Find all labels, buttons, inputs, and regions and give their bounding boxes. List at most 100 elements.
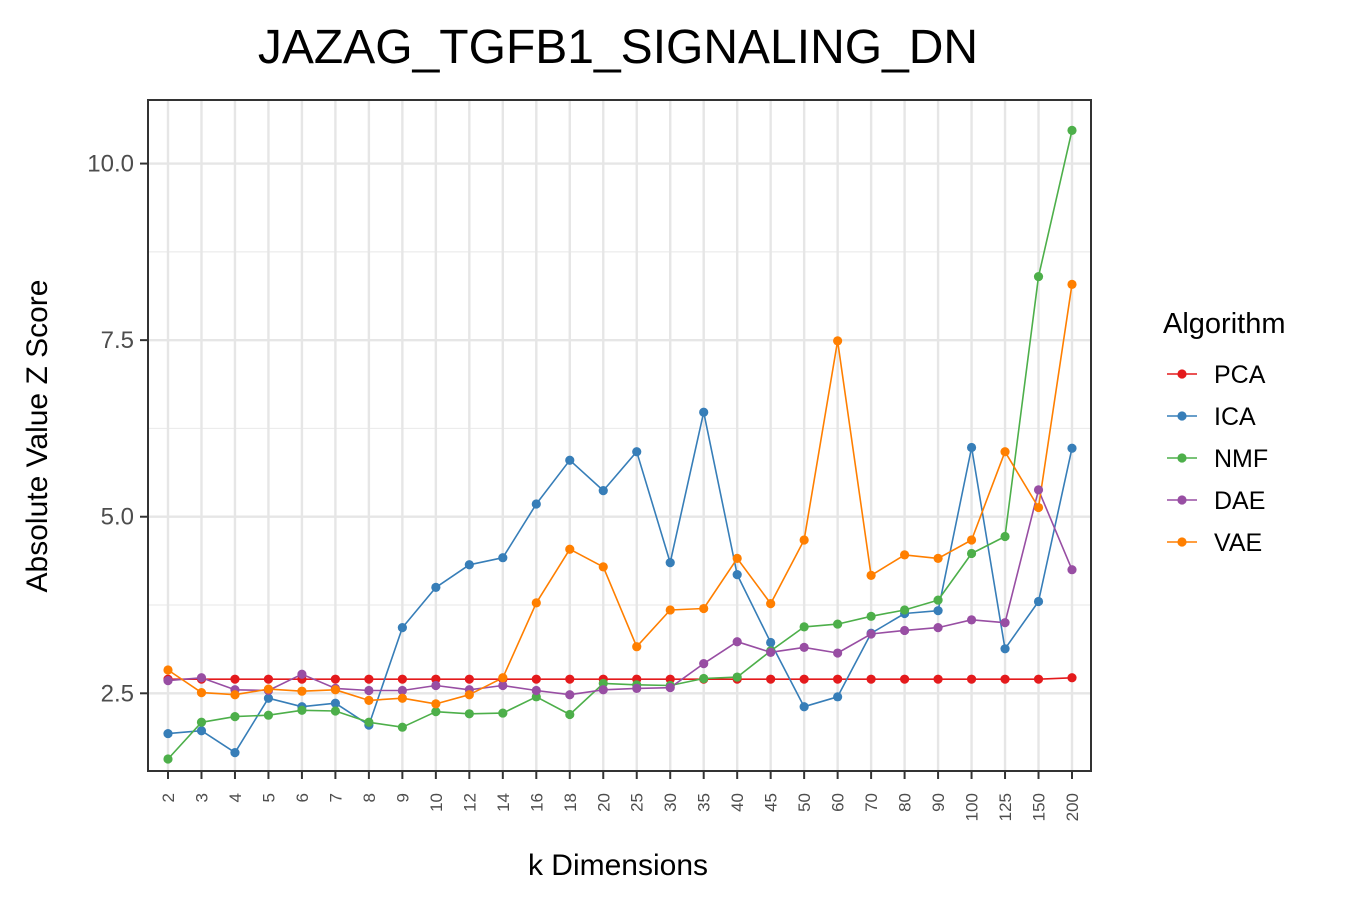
x-tick-label: 16	[527, 793, 546, 812]
x-tick-label: 14	[494, 793, 513, 812]
data-point-nmf	[1033, 271, 1044, 282]
legend-label-pca: PCA	[1214, 361, 1266, 389]
data-point-dae	[699, 659, 709, 669]
data-point-vae	[732, 553, 742, 563]
data-point-dae	[565, 690, 575, 700]
chart-title: JAZAG_TGFB1_SIGNALING_DN	[258, 21, 978, 74]
data-point-vae	[1033, 502, 1044, 513]
x-tick-label: 90	[929, 793, 948, 812]
data-point-ica	[732, 570, 742, 580]
data-point-ica	[431, 582, 441, 592]
data-point-ica	[196, 726, 207, 736]
legend-label-vae: VAE	[1214, 529, 1262, 557]
y-tick-label: 5.0	[101, 504, 134, 531]
data-point-nmf	[498, 708, 508, 718]
data-point-ica	[397, 623, 407, 633]
data-point-nmf	[196, 717, 207, 727]
grid-major	[148, 100, 1091, 771]
data-point-vae	[297, 686, 307, 696]
data-point-dae	[1033, 485, 1044, 495]
data-point-vae	[431, 699, 441, 709]
legend-key-point-pca	[1177, 369, 1187, 379]
x-tick-label: 3	[192, 793, 211, 802]
data-point-vae	[263, 684, 274, 694]
data-point-nmf	[364, 717, 374, 727]
data-point-pca	[966, 674, 977, 684]
data-point-dae	[833, 648, 843, 658]
data-point-pca	[263, 674, 274, 684]
data-point-dae	[297, 669, 307, 679]
x-tick-label: 7	[326, 793, 345, 802]
data-point-vae	[899, 550, 910, 560]
data-point-pca	[431, 674, 441, 684]
data-point-dae	[866, 629, 876, 639]
data-point-vae	[565, 544, 575, 554]
x-tick-label: 70	[862, 793, 881, 812]
data-point-vae	[933, 553, 943, 563]
data-point-nmf	[163, 754, 173, 764]
legend-key-point-nmf	[1177, 453, 1187, 463]
x-tick-label: 150	[1030, 793, 1049, 821]
data-point-nmf	[230, 712, 240, 722]
x-tick-label: 40	[728, 793, 747, 812]
data-point-dae	[1000, 618, 1010, 628]
data-point-dae	[364, 685, 374, 696]
data-point-pca	[1067, 673, 1077, 683]
data-point-vae	[598, 562, 608, 572]
data-point-dae	[732, 637, 742, 647]
data-point-pca	[230, 674, 240, 684]
data-point-vae	[196, 687, 207, 698]
series-line-vae	[167, 284, 1073, 705]
data-point-pca	[1000, 674, 1010, 684]
x-tick-label: 50	[795, 793, 814, 812]
x-tick-label: 9	[393, 793, 412, 802]
x-tick-label: 35	[695, 793, 714, 812]
series-lines	[167, 130, 1073, 760]
series-line-nmf	[167, 130, 1073, 760]
data-point-pca	[933, 674, 943, 684]
data-point-dae	[933, 623, 943, 633]
data-point-nmf	[899, 605, 910, 615]
data-point-pca	[464, 674, 474, 684]
data-point-vae	[163, 665, 173, 675]
data-point-ica	[230, 748, 240, 758]
data-point-dae	[966, 615, 977, 625]
data-point-vae	[230, 690, 240, 700]
data-point-nmf	[431, 707, 441, 717]
x-tick-label: 125	[996, 793, 1015, 821]
data-point-dae	[799, 642, 809, 652]
data-point-dae	[196, 673, 207, 683]
x-tick-label: 45	[762, 793, 781, 812]
data-point-nmf	[397, 722, 407, 732]
data-point-nmf	[598, 678, 608, 689]
data-point-pca	[899, 674, 910, 684]
data-point-vae	[966, 535, 977, 545]
data-point-ica	[933, 606, 943, 616]
data-point-nmf	[933, 595, 943, 605]
series-line-ica	[167, 411, 1073, 754]
data-point-dae	[1067, 565, 1077, 575]
data-point-dae	[665, 683, 675, 693]
data-point-ica	[598, 485, 608, 496]
data-point-nmf	[1067, 125, 1077, 135]
data-point-vae	[766, 599, 776, 609]
data-point-nmf	[966, 548, 977, 559]
legend-title: Algorithm	[1163, 308, 1286, 340]
series-line-pca	[168, 677, 1073, 681]
data-point-nmf	[263, 710, 274, 720]
y-tick-label: 7.5	[101, 327, 134, 354]
series-line-dae	[167, 489, 1073, 696]
data-point-nmf	[833, 619, 843, 629]
data-point-nmf	[799, 622, 809, 632]
data-point-ica	[531, 499, 541, 509]
data-point-ica	[699, 407, 709, 417]
data-point-nmf	[464, 709, 474, 719]
data-point-pca	[565, 674, 575, 684]
data-point-ica	[565, 455, 575, 465]
x-tick-label: 200	[1063, 793, 1082, 821]
data-point-pca	[833, 674, 843, 684]
data-point-ica	[966, 442, 977, 453]
y-axis-title: Absolute Value Z Score	[21, 280, 54, 593]
data-point-pca	[866, 674, 876, 684]
data-point-pca	[665, 674, 675, 684]
